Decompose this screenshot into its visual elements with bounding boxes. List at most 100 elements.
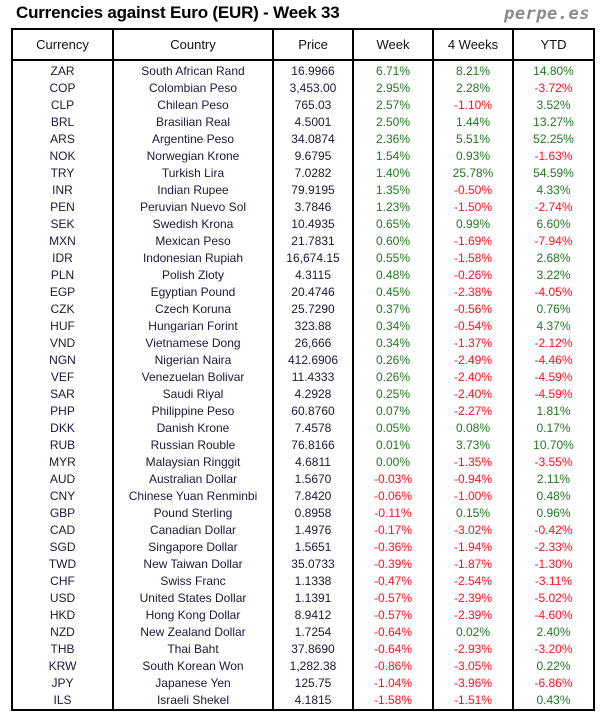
cell-currency: SGD xyxy=(11,539,114,556)
cell-ytd: 2.68% xyxy=(512,250,595,267)
cell-week: -0.47% xyxy=(352,573,434,590)
cell-country: South African Rand xyxy=(112,60,274,80)
cell-country: Chilean Peso xyxy=(112,97,274,114)
cell-4-weeks: -2.49% xyxy=(432,352,514,369)
cell-ytd: -4.60% xyxy=(512,607,595,624)
cell-ytd: 54.59% xyxy=(512,165,595,182)
cell-country: Peruvian Nuevo Sol xyxy=(112,199,274,216)
header-ytd: YTD xyxy=(512,28,595,61)
cell-country: Mexican Peso xyxy=(112,233,274,250)
cell-week: 2.57% xyxy=(352,97,434,114)
cell-4-weeks: -1.37% xyxy=(432,335,514,352)
cell-ytd: -2.33% xyxy=(512,539,595,556)
cell-4-weeks: -1.50% xyxy=(432,199,514,216)
cell-week: 0.34% xyxy=(352,335,434,352)
table-row: CHF Swiss Franc 1.1338 -0.47% -2.54% -3.11% xyxy=(11,573,595,590)
cell-week: -0.57% xyxy=(352,607,434,624)
cell-4-weeks: -0.54% xyxy=(432,318,514,335)
cell-price: 79.9195 xyxy=(272,182,354,199)
cell-price: 1.1391 xyxy=(272,590,354,607)
cell-week: 0.45% xyxy=(352,284,434,301)
cell-country: Canadian Dollar xyxy=(112,522,274,539)
cell-week: -1.58% xyxy=(352,692,434,710)
cell-ytd: -4.59% xyxy=(512,369,595,386)
cell-ytd: -4.59% xyxy=(512,386,595,403)
cell-price: 4.3115 xyxy=(272,267,354,284)
cell-currency: DKK xyxy=(11,420,114,437)
cell-price: 1.4976 xyxy=(272,522,354,539)
cell-currency: JPY xyxy=(11,675,114,692)
cell-4-weeks: -1.94% xyxy=(432,539,514,556)
cell-week: 0.00% xyxy=(352,454,434,471)
cell-currency: KRW xyxy=(11,658,114,675)
cell-price: 4.5001 xyxy=(272,114,354,131)
cell-country: Hungarian Forint xyxy=(112,318,274,335)
cell-ytd: 2.11% xyxy=(512,471,595,488)
cell-currency: CHF xyxy=(11,573,114,590)
cell-country: New Taiwan Dollar xyxy=(112,556,274,573)
cell-currency: IDR xyxy=(11,250,114,267)
cell-currency: SEK xyxy=(11,216,114,233)
cell-price: 412.6906 xyxy=(272,352,354,369)
table-row: TWD New Taiwan Dollar 35.0733 -0.39% -1.87% -… xyxy=(11,556,595,573)
table-row: MXN Mexican Peso 21.7831 0.60% -1.69% -7.94% xyxy=(11,233,595,250)
cell-week: 1.35% xyxy=(352,182,434,199)
cell-4-weeks: -3.96% xyxy=(432,675,514,692)
cell-country: Chinese Yuan Renminbi xyxy=(112,488,274,505)
cell-country: Saudi Riyal xyxy=(112,386,274,403)
header-price: Price xyxy=(272,28,354,61)
cell-4-weeks: -3.05% xyxy=(432,658,514,675)
table-row: NZD New Zealand Dollar 1.7254 -0.64% 0.02% 2.… xyxy=(11,624,595,641)
cell-ytd: 10.70% xyxy=(512,437,595,454)
cell-week: 0.60% xyxy=(352,233,434,250)
cell-4-weeks: 0.02% xyxy=(432,624,514,641)
table-row: PEN Peruvian Nuevo Sol 3.7846 1.23% -1.50% -2… xyxy=(11,199,595,216)
page-title: Currencies against Euro (EUR) - Week 33 xyxy=(16,3,340,22)
cell-country: Russian Rouble xyxy=(112,437,274,454)
cell-currency: BRL xyxy=(11,114,114,131)
cell-week: -1.04% xyxy=(352,675,434,692)
cell-price: 125.75 xyxy=(272,675,354,692)
header-4-weeks: 4 Weeks xyxy=(432,28,514,61)
table-row: CAD Canadian Dollar 1.4976 -0.17% -3.02% -0.4… xyxy=(11,522,595,539)
cell-ytd: 3.52% xyxy=(512,97,595,114)
cell-week: 2.50% xyxy=(352,114,434,131)
cell-currency: RUB xyxy=(11,437,114,454)
table-row: INR Indian Rupee 79.9195 1.35% -0.50% 4.33% xyxy=(11,182,595,199)
cell-4-weeks: -0.94% xyxy=(432,471,514,488)
cell-week: -0.39% xyxy=(352,556,434,573)
cell-ytd: -3.72% xyxy=(512,80,595,97)
cell-4-weeks: -1.69% xyxy=(432,233,514,250)
cell-country: Thai Baht xyxy=(112,641,274,658)
cell-ytd: 14.80% xyxy=(512,60,595,80)
cell-week: 0.65% xyxy=(352,216,434,233)
cell-currency: PLN xyxy=(11,267,114,284)
cell-ytd: 0.43% xyxy=(512,692,595,710)
cell-ytd: 0.76% xyxy=(512,301,595,318)
cell-country: Norwegian Krone xyxy=(112,148,274,165)
cell-price: 60.8760 xyxy=(272,403,354,420)
cell-4-weeks: 3.73% xyxy=(432,437,514,454)
cell-price: 8.9412 xyxy=(272,607,354,624)
table-row: SEK Swedish Krona 10.4935 0.65% 0.99% 6.60% xyxy=(11,216,595,233)
cell-price: 1.7254 xyxy=(272,624,354,641)
cell-week: 1.54% xyxy=(352,148,434,165)
table-row: ARS Argentine Peso 34.0874 2.36% 5.51% 52.25% xyxy=(11,131,595,148)
cell-4-weeks: 8.21% xyxy=(432,60,514,80)
table-row: JPY Japanese Yen 125.75 -1.04% -3.96% -6.86% xyxy=(11,675,595,692)
cell-ytd: 6.60% xyxy=(512,216,595,233)
cell-week: 0.01% xyxy=(352,437,434,454)
cell-4-weeks: -1.87% xyxy=(432,556,514,573)
cell-price: 16.9966 xyxy=(272,60,354,80)
cell-country: Turkish Lira xyxy=(112,165,274,182)
cell-ytd: -0.42% xyxy=(512,522,595,539)
cell-week: 0.34% xyxy=(352,318,434,335)
cell-country: Philippine Peso xyxy=(112,403,274,420)
cell-price: 7.8420 xyxy=(272,488,354,505)
cell-price: 16,674.15 xyxy=(272,250,354,267)
cell-price: 323.88 xyxy=(272,318,354,335)
cell-currency: THB xyxy=(11,641,114,658)
cell-currency: CLP xyxy=(11,97,114,114)
cell-week: 1.40% xyxy=(352,165,434,182)
table-row: HUF Hungarian Forint 323.88 0.34% -0.54% 4.37… xyxy=(11,318,595,335)
